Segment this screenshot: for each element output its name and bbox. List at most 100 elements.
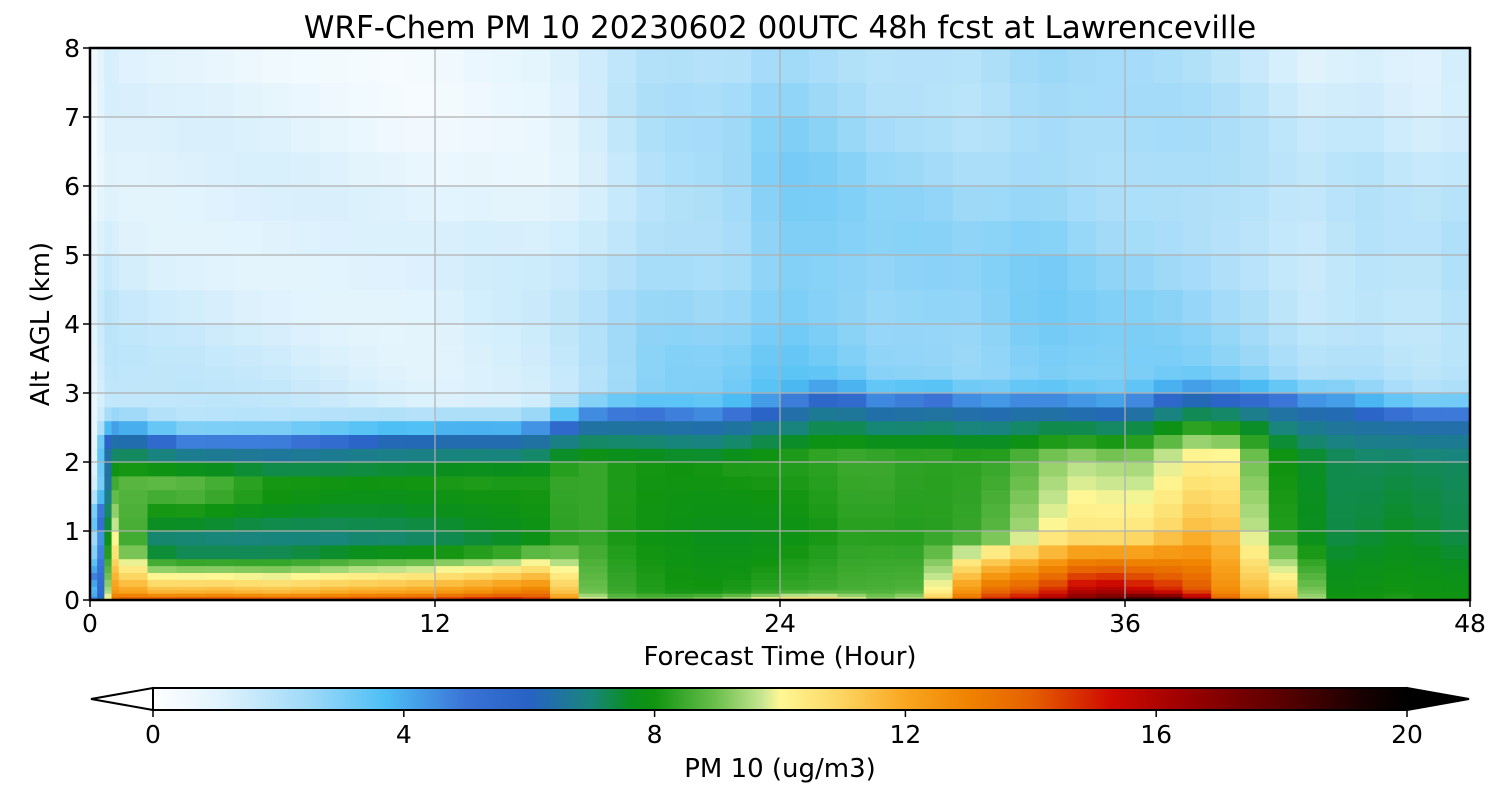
field-cell: [780, 589, 810, 594]
field-cell: [751, 586, 781, 591]
field-cell: [751, 572, 781, 580]
field-cell: [1240, 393, 1270, 408]
field-cell: [780, 434, 810, 449]
field-cell: [118, 186, 149, 222]
field-cell: [1441, 151, 1470, 187]
field-cell: [1383, 255, 1414, 291]
field-cell: [348, 151, 379, 187]
field-cell: [1125, 531, 1155, 546]
field-cell: [1067, 434, 1097, 449]
field-cell: [578, 255, 609, 291]
field-cell: [1355, 220, 1385, 256]
field-cell: [1096, 565, 1126, 573]
field-cell: [1441, 406, 1470, 422]
field-cell: [90, 565, 98, 573]
field-cell: [176, 420, 206, 435]
field-cell: [1240, 579, 1270, 587]
field-cell: [291, 596, 321, 600]
field-cell: [492, 434, 522, 449]
field-cell: [118, 462, 149, 477]
field-cell: [866, 448, 896, 463]
field-cell: [1383, 579, 1414, 587]
field-cell: [923, 255, 954, 291]
field-cell: [406, 420, 436, 435]
field-cell: [1326, 82, 1356, 118]
field-cell: [233, 462, 264, 477]
field-cell: [1182, 586, 1212, 591]
field-cell: [1355, 475, 1385, 491]
field-cell: [90, 420, 98, 435]
field-cell: [952, 593, 982, 598]
field-cell: [1355, 586, 1385, 591]
field-cell: [97, 406, 105, 422]
field-cell: [837, 117, 867, 153]
field-cell: [1240, 379, 1270, 394]
field-cell: [837, 151, 867, 187]
field-cell: [104, 406, 113, 422]
colorbar-extend-max: [1406, 686, 1470, 712]
field-cell: [636, 151, 666, 187]
field-cell: [751, 151, 781, 187]
y-tick-label: 5: [64, 241, 80, 270]
field-cell: [176, 572, 206, 580]
field-cell: [981, 579, 1011, 587]
field-cell: [1297, 475, 1327, 491]
field-cell: [636, 544, 666, 560]
field-cell: [895, 434, 925, 449]
field-cell: [348, 344, 379, 366]
field-cell: [205, 324, 235, 346]
field-cell: [205, 220, 235, 256]
field-cell: [521, 117, 551, 153]
field-cell: [866, 475, 896, 491]
field-cell: [751, 82, 781, 118]
field-cell: [808, 379, 839, 394]
field-cell: [90, 572, 98, 580]
field-cell: [1412, 393, 1442, 408]
x-tick-label: 0: [82, 609, 98, 638]
field-cell: [895, 565, 925, 573]
field-cell: [1441, 475, 1470, 491]
field-cell: [1067, 489, 1097, 504]
field-cell: [1355, 572, 1385, 580]
field-cell: [952, 489, 982, 504]
field-cell: [1182, 365, 1212, 380]
field-cell: [866, 406, 896, 422]
field-cell: [1125, 544, 1155, 560]
field-cell: [377, 365, 407, 380]
field-cell: [435, 462, 465, 477]
field-cell: [1182, 255, 1212, 291]
field-cell: [118, 558, 149, 567]
field-cell: [780, 475, 810, 491]
field-cell: [1096, 379, 1126, 394]
field-cell: [1067, 406, 1097, 422]
field-cell: [981, 406, 1011, 422]
field-cell: [463, 324, 494, 346]
field-cell: [118, 531, 149, 546]
field-cell: [291, 220, 321, 256]
field-cell: [693, 544, 724, 560]
field-cell: [1125, 517, 1155, 532]
field-cell: [1096, 117, 1126, 153]
field-cell: [1096, 393, 1126, 408]
field-cell: [923, 503, 954, 518]
field-cell: [780, 579, 810, 587]
field-cell: [521, 489, 551, 504]
field-cell: [147, 324, 177, 346]
field-cell: [291, 475, 321, 491]
field-cell: [1412, 462, 1442, 477]
field-cell: [406, 186, 436, 222]
field-cell: [377, 344, 407, 366]
field-cell: [1038, 434, 1069, 449]
field-cell: [377, 406, 407, 422]
field-cell: [578, 324, 609, 346]
field-cell: [636, 503, 666, 518]
field-cell: [90, 489, 98, 504]
field-cell: [607, 117, 637, 153]
field-cell: [1268, 220, 1299, 256]
field-cell: [1268, 344, 1299, 366]
field-cell: [1125, 420, 1155, 435]
field-cell: [377, 255, 407, 291]
field-cell: [751, 596, 781, 600]
x-tick-label: 36: [1109, 609, 1141, 638]
